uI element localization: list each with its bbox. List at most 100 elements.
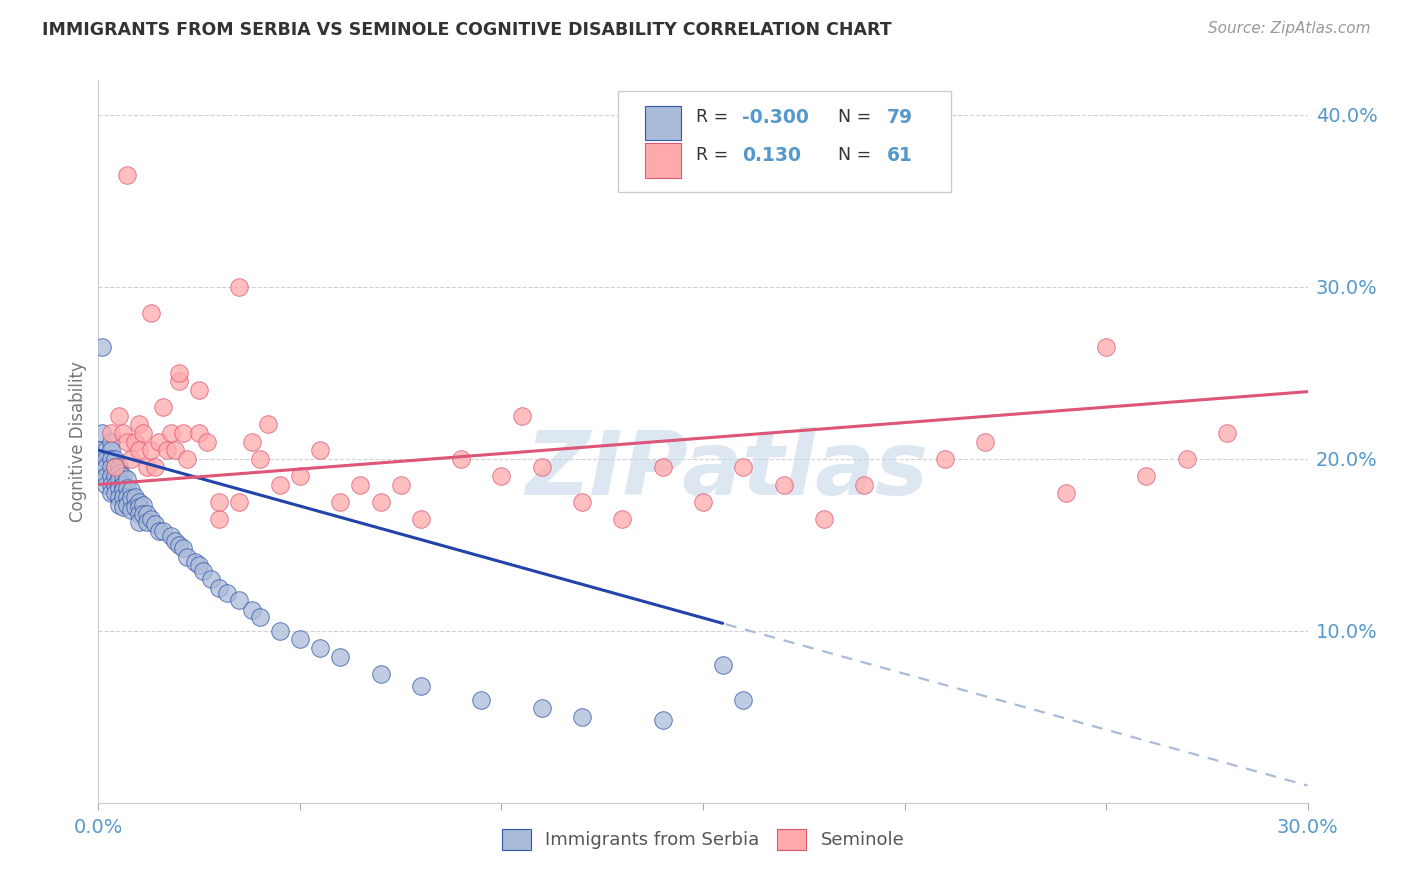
Point (651, 713, 673, 727)
Point (160, 529, 183, 543)
Point (256, 417, 278, 432)
Point (188, 383, 211, 397)
Point (208, 512, 231, 526)
Point (96, 460, 118, 475)
Point (571, 710, 593, 724)
Point (934, 451, 956, 466)
Point (128, 500, 150, 514)
Point (115, 481, 138, 495)
Point (160, 425, 183, 440)
Point (124, 490, 146, 504)
Point (217, 586, 239, 600)
Point (692, 494, 714, 508)
Point (115, 490, 138, 504)
Point (288, 632, 311, 647)
Point (370, 666, 392, 681)
Point (228, 592, 250, 607)
Point (107, 466, 129, 480)
Point (329, 494, 352, 508)
Point (100, 460, 122, 475)
Point (530, 701, 553, 715)
Point (107, 490, 129, 504)
Point (115, 472, 138, 486)
Point (370, 494, 392, 508)
Point (103, 451, 125, 466)
Text: 0.130: 0.130 (742, 146, 800, 165)
Point (163, 534, 186, 549)
Text: N =: N = (838, 146, 877, 164)
Point (1175, 451, 1198, 466)
Point (115, 168, 138, 182)
Point (132, 498, 155, 512)
Point (228, 279, 250, 293)
Point (91, 425, 114, 440)
Point (100, 434, 122, 449)
Text: Source: ZipAtlas.com: Source: ZipAtlas.com (1208, 21, 1371, 36)
Point (228, 494, 250, 508)
Point (176, 549, 198, 564)
Point (188, 425, 211, 440)
Point (733, 460, 755, 475)
Point (120, 491, 142, 506)
Point (111, 500, 134, 514)
Point (124, 500, 146, 514)
Point (96, 477, 118, 491)
Point (148, 524, 170, 538)
Point (128, 417, 150, 432)
Point (91, 460, 114, 475)
Point (349, 477, 371, 491)
Point (470, 692, 492, 706)
Point (100, 477, 122, 491)
Point (249, 451, 271, 466)
Point (167, 538, 190, 552)
Point (132, 425, 155, 440)
Point (269, 477, 291, 491)
Point (107, 481, 129, 495)
Point (107, 409, 129, 423)
Text: IMMIGRANTS FROM SERBIA VS SEMINOLE COGNITIVE DISABILITY CORRELATION CHART: IMMIGRANTS FROM SERBIA VS SEMINOLE COGNI… (42, 21, 891, 38)
Point (176, 451, 198, 466)
Point (733, 692, 755, 706)
Point (813, 512, 835, 526)
Point (135, 460, 157, 475)
Point (143, 460, 166, 475)
Point (128, 507, 150, 521)
Point (124, 434, 146, 449)
Point (135, 516, 157, 530)
Point (103, 460, 125, 475)
Point (309, 443, 332, 458)
Point (772, 477, 794, 491)
Point (208, 494, 231, 508)
Point (269, 624, 291, 638)
Point (167, 366, 190, 380)
Point (96, 451, 118, 466)
Point (148, 434, 170, 449)
Y-axis label: Cognitive Disability: Cognitive Disability (69, 361, 87, 522)
Point (530, 460, 553, 475)
Point (111, 483, 134, 497)
Point (103, 469, 125, 483)
Point (111, 469, 134, 483)
Point (208, 581, 231, 595)
Point (240, 603, 263, 617)
Point (974, 434, 997, 449)
Point (96, 443, 118, 458)
Point (103, 486, 125, 500)
Point (91, 443, 114, 458)
Point (100, 451, 122, 466)
Text: 61: 61 (887, 146, 912, 165)
Point (188, 558, 211, 573)
Point (612, 512, 634, 526)
Point (100, 425, 122, 440)
Point (107, 472, 129, 486)
Point (510, 409, 533, 423)
Point (853, 477, 876, 491)
Point (152, 400, 174, 414)
Point (120, 483, 142, 497)
Point (1216, 425, 1239, 440)
Point (120, 451, 142, 466)
Point (107, 460, 129, 475)
FancyBboxPatch shape (645, 105, 682, 140)
Text: 79: 79 (887, 109, 912, 128)
Point (571, 494, 593, 508)
